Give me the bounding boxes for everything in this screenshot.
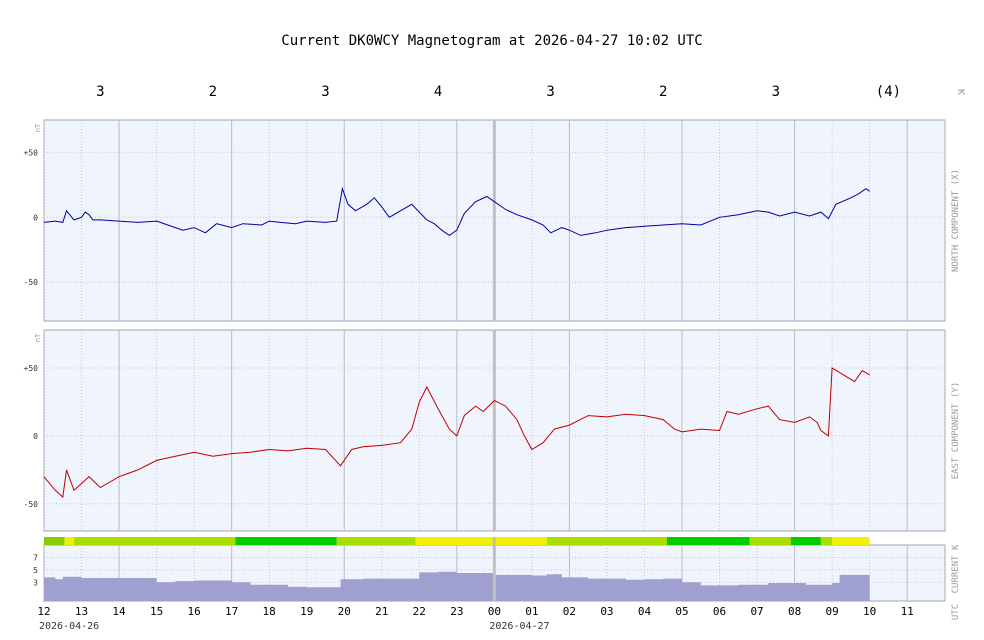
chart-title: Current DK0WCY Magnetogram at 2026-04-27… (281, 33, 702, 49)
k-index-label: 3 (96, 84, 104, 100)
k-index-label: (4) (876, 84, 901, 100)
x-tick-label: 05 (675, 605, 688, 618)
component-label: NORTH COMPONENT (X) (951, 169, 961, 272)
k-index-label: 4 (434, 84, 442, 100)
k-status-segment (235, 537, 337, 545)
x-tick-label: 19 (300, 605, 313, 618)
x-tick-label: 03 (600, 605, 613, 618)
x-tick-label: 13 (75, 605, 88, 618)
x-tick-label: 15 (150, 605, 163, 618)
x-tick-label: 17 (225, 605, 238, 618)
y-tick-label: -50 (24, 500, 39, 509)
y-tick-label: 5 (33, 566, 38, 575)
y-tick-label: 0 (33, 432, 38, 441)
k-status-segment (546, 537, 667, 545)
x-tick-label: 01 (525, 605, 538, 618)
x-tick-label: 07 (750, 605, 763, 618)
x-tick-label: 02 (563, 605, 576, 618)
y-tick-label: +50 (24, 148, 39, 157)
x-tick-label: 00 (488, 605, 501, 618)
x-axis-label: UTC (951, 604, 961, 620)
y-tick-label: 7 (33, 553, 38, 562)
x-tick-label: 09 (826, 605, 839, 618)
date-label: 2026-04-26 (39, 621, 99, 632)
x-tick-label: 10 (863, 605, 876, 618)
x-tick-label: 06 (713, 605, 726, 618)
k-status-segment (64, 537, 75, 545)
unit-label: nT (34, 123, 42, 132)
x-tick-label: 23 (450, 605, 463, 618)
panel-north: +50 0 -50 nT NORTH COMPONENT (X) (24, 119, 961, 322)
x-tick-label: 22 (413, 605, 426, 618)
current-k-area (44, 571, 870, 601)
k-index-label: 2 (659, 84, 667, 100)
x-tick-label: 12 (37, 605, 50, 618)
unit-label: nT (34, 333, 42, 342)
k-index-label: 3 (546, 84, 554, 100)
component-label: EAST COMPONENT (Y) (951, 382, 961, 480)
k-status-segment (44, 537, 65, 545)
x-tick-label: 21 (375, 605, 388, 618)
k-index-label: 3 (772, 84, 780, 100)
k-status-segment (74, 537, 236, 545)
k-status-segment (749, 537, 791, 545)
x-tick-label: 18 (263, 605, 276, 618)
x-tick-label: 04 (638, 605, 652, 618)
k-axis-label: K (955, 89, 966, 95)
y-tick-label: +50 (24, 364, 39, 373)
y-tick-label: 3 (33, 578, 38, 587)
k-status-segment (820, 537, 833, 545)
k-index-label: 2 (209, 84, 217, 100)
k-status-segment (415, 537, 547, 545)
x-tick-label: 11 (901, 605, 914, 618)
x-tick-label: 16 (187, 605, 200, 618)
k-status-segment (336, 537, 416, 545)
k-index-label: 3 (321, 84, 329, 100)
series-line-east (43, 367, 870, 498)
y-tick-label: 0 (33, 213, 38, 222)
current-k-label: CURRENT K (951, 544, 961, 593)
panel-current-k: 7 5 3 CURRENT K (33, 537, 961, 602)
k-status-segment (832, 537, 870, 545)
x-tick-label: 08 (788, 605, 801, 618)
date-label: 2026-04-27 (489, 621, 549, 632)
k-status-segment (666, 537, 750, 545)
panel-east: +50 0 -50 nT EAST COMPONENT (Y) (24, 329, 961, 532)
y-tick-label: -50 (24, 278, 39, 287)
x-tick-label: 14 (112, 605, 126, 618)
series-line-north (43, 186, 870, 237)
k-status-segment (790, 537, 821, 545)
x-tick-label: 20 (338, 605, 351, 618)
